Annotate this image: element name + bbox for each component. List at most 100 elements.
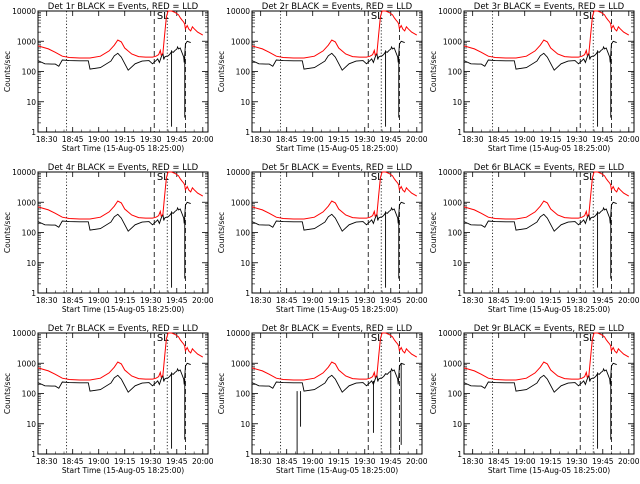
plot-frame xyxy=(37,171,209,294)
plot-frame xyxy=(463,332,635,455)
lld-series-line xyxy=(251,171,418,220)
y-tick-label: 10 xyxy=(26,259,36,268)
x-tick-label: 18:30 xyxy=(462,135,484,144)
panel-title: Det 8r BLACK = Events, RED = LLD xyxy=(262,324,413,334)
flag-label: SL xyxy=(157,11,169,22)
x-tick-label: 19:45 xyxy=(380,296,402,305)
panel-2: Det 2r BLACK = Events, RED = LLD 1 10 100 10… xyxy=(217,2,428,153)
y-tick-label: 1 xyxy=(31,289,36,298)
x-tick-label: 19:15 xyxy=(114,135,136,144)
x-tick-label: 19:00 xyxy=(88,296,110,305)
x-tick-label: 20:00 xyxy=(192,135,214,144)
x-tick-label: 18:30 xyxy=(250,457,272,466)
x-axis-label: Start Time (15-Aug-05 18:25:00) xyxy=(488,466,610,475)
lld-series-line xyxy=(37,171,204,220)
y-tick-label: 10 xyxy=(452,420,462,429)
events-series-line xyxy=(37,40,191,71)
x-axis-label: Start Time (15-Aug-05 18:25:00) xyxy=(62,466,184,475)
events-series-line xyxy=(463,201,617,232)
y-tick-label: 100 xyxy=(236,390,251,399)
y-tick-label: 10000 xyxy=(438,168,462,177)
x-axis-label: Start Time (15-Aug-05 18:25:00) xyxy=(276,305,398,314)
x-tick-label: 20:00 xyxy=(618,135,640,144)
y-tick-label: 1000 xyxy=(17,359,36,368)
x-axis-label: Start Time (15-Aug-05 18:25:00) xyxy=(62,144,184,153)
flag-label: SL xyxy=(371,11,383,22)
y-tick-label: 10 xyxy=(240,98,250,107)
x-tick-label: 20:00 xyxy=(192,296,214,305)
x-tick-label: 19:45 xyxy=(380,457,402,466)
y-tick-label: 100 xyxy=(448,68,463,77)
panel-8: Det 8r BLACK = Events, RED = LLD 1 10 100 10… xyxy=(217,324,428,475)
x-tick-label: 20:00 xyxy=(406,296,428,305)
y-tick-label: 10 xyxy=(240,420,250,429)
y-tick-label: 100 xyxy=(22,68,37,77)
x-tick-label: 19:00 xyxy=(302,296,324,305)
y-axis-label: Counts/sec xyxy=(429,51,438,92)
plot-frame xyxy=(251,10,423,133)
x-tick-label: 19:15 xyxy=(540,296,562,305)
x-tick-label: 18:45 xyxy=(62,457,84,466)
x-tick-label: 18:30 xyxy=(462,296,484,305)
x-tick-label: 18:45 xyxy=(488,457,510,466)
y-tick-label: 1 xyxy=(457,289,462,298)
x-tick-label: 18:45 xyxy=(276,457,298,466)
y-tick-label: 10000 xyxy=(438,329,462,338)
plot-frame xyxy=(251,332,423,455)
panel-title: Det 4r BLACK = Events, RED = LLD xyxy=(48,163,199,173)
x-tick-label: 19:00 xyxy=(514,296,536,305)
lld-series-line xyxy=(251,332,418,381)
y-tick-label: 10000 xyxy=(226,7,250,16)
y-tick-label: 10 xyxy=(240,259,250,268)
x-tick-label: 19:30 xyxy=(354,135,376,144)
y-tick-label: 10 xyxy=(452,259,462,268)
y-tick-label: 1 xyxy=(245,289,250,298)
x-tick-label: 19:30 xyxy=(566,296,588,305)
y-tick-label: 10 xyxy=(26,98,36,107)
plot-frame xyxy=(37,332,209,455)
panel-1: Det 1r BLACK = Events, RED = LLD 1 10 100 10… xyxy=(3,2,214,153)
y-tick-label: 100 xyxy=(22,390,37,399)
panel-4: Det 4r BLACK = Events, RED = LLD 1 10 100 10… xyxy=(3,163,214,314)
panel-9: Det 9r BLACK = Events, RED = LLD 1 10 100 10… xyxy=(429,324,640,475)
y-tick-label: 10000 xyxy=(438,7,462,16)
plot-frame xyxy=(463,171,635,294)
x-axis-label: Start Time (15-Aug-05 18:25:00) xyxy=(276,144,398,153)
y-tick-label: 1000 xyxy=(17,198,36,207)
x-tick-label: 19:45 xyxy=(592,135,614,144)
panel-title: Det 7r BLACK = Events, RED = LLD xyxy=(48,324,199,334)
x-tick-label: 20:00 xyxy=(406,457,428,466)
events-series-line xyxy=(251,201,405,232)
x-tick-label: 19:45 xyxy=(166,135,188,144)
y-tick-label: 1000 xyxy=(17,37,36,46)
y-tick-label: 100 xyxy=(22,229,37,238)
x-tick-label: 19:00 xyxy=(88,135,110,144)
x-axis-label: Start Time (15-Aug-05 18:25:00) xyxy=(62,305,184,314)
x-tick-label: 20:00 xyxy=(618,457,640,466)
plot-frame xyxy=(463,10,635,133)
x-tick-label: 19:45 xyxy=(166,457,188,466)
y-axis-label: Counts/sec xyxy=(429,373,438,414)
x-axis-label: Start Time (15-Aug-05 18:25:00) xyxy=(488,144,610,153)
y-tick-label: 10000 xyxy=(12,7,36,16)
panel-title: Det 9r BLACK = Events, RED = LLD xyxy=(474,324,625,334)
x-tick-label: 19:15 xyxy=(540,457,562,466)
panel-5: Det 5r BLACK = Events, RED = LLD 1 10 100 10… xyxy=(217,163,428,314)
x-tick-label: 19:15 xyxy=(328,457,350,466)
panel-title: Det 5r BLACK = Events, RED = LLD xyxy=(262,163,413,173)
lld-series-line xyxy=(251,10,418,59)
panel-3: Det 3r BLACK = Events, RED = LLD 1 10 100 10… xyxy=(429,2,640,153)
y-axis-label: Counts/sec xyxy=(3,51,12,92)
lld-series-line xyxy=(37,332,204,381)
x-axis-label: Start Time (15-Aug-05 18:25:00) xyxy=(276,466,398,475)
x-tick-label: 19:30 xyxy=(566,135,588,144)
x-tick-label: 19:00 xyxy=(302,135,324,144)
x-tick-label: 18:30 xyxy=(462,457,484,466)
x-tick-label: 18:45 xyxy=(488,135,510,144)
lld-series-line xyxy=(463,10,630,59)
x-tick-label: 19:15 xyxy=(328,296,350,305)
y-tick-label: 100 xyxy=(236,229,251,238)
y-axis-label: Counts/sec xyxy=(217,51,226,92)
y-tick-label: 1 xyxy=(245,450,250,459)
x-tick-label: 18:45 xyxy=(62,135,84,144)
